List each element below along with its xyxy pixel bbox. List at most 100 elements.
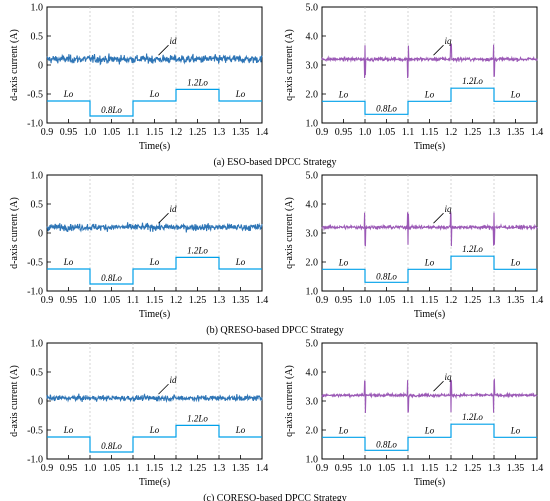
x-tick-label: 0.9: [316, 295, 329, 306]
x-tick-label: 1.05: [103, 127, 121, 138]
plot-frame: [46, 342, 263, 460]
step-label: Lo: [510, 89, 521, 99]
step-label: 0.8Lo: [101, 105, 122, 115]
y-tick-label: 3.0: [306, 397, 319, 408]
x-tick-label: 1.25: [189, 295, 207, 306]
step-label: Lo: [510, 425, 521, 435]
x-tick-label: 1.35: [232, 295, 250, 306]
step-label: Lo: [63, 89, 74, 99]
step-label: Lo: [63, 425, 74, 435]
y-tick-label: 0.5: [31, 368, 44, 379]
step-label: 1.2Lo: [187, 245, 208, 255]
y-tick-label: 5.0: [306, 3, 319, 14]
step-label: Lo: [424, 89, 435, 99]
y-tick-label: 1.0: [306, 119, 319, 130]
y-tick-label: 0: [38, 229, 43, 240]
y-tick-label: 5.0: [306, 339, 319, 350]
y-tick-label: -1.0: [27, 287, 43, 298]
x-tick-label: 1.05: [103, 463, 121, 474]
x-tick-label: 1.4: [531, 295, 544, 306]
x-tick-label: 0.95: [335, 127, 353, 138]
x-tick-label: 1.15: [146, 127, 164, 138]
caption: (a) ESO-based DPCC Strategy: [213, 157, 336, 168]
x-tick-label: 0.9: [41, 295, 54, 306]
x-axis-label: Time(s): [414, 141, 445, 152]
x-tick-label: 1.15: [421, 127, 439, 138]
x-tick-label: 1.3: [488, 127, 501, 138]
y-tick-label: 0: [38, 397, 43, 408]
x-tick-label: 1.0: [84, 295, 97, 306]
annotation-arrow: [433, 212, 444, 224]
annotation-label: iq: [445, 36, 453, 46]
x-tick-label: 1.25: [464, 463, 482, 474]
x-tick-label: 1.25: [189, 463, 207, 474]
load-step-line: [47, 424, 262, 453]
y-tick-label: 2.0: [306, 258, 319, 269]
y-tick-label: 3.0: [306, 229, 319, 240]
step-label: 1.2Lo: [462, 244, 483, 254]
step-label: 0.8Lo: [376, 103, 397, 113]
x-tick-label: 1.3: [213, 463, 226, 474]
x-tick-label: 1.15: [146, 463, 164, 474]
y-tick-label: 5.0: [306, 171, 319, 182]
plot-frame: [46, 6, 263, 124]
y-tick-label: -0.5: [27, 90, 43, 101]
x-tick-label: 1.05: [378, 463, 396, 474]
y-tick-label: 4.0: [306, 32, 319, 43]
step-label: Lo: [424, 425, 435, 435]
x-tick-label: 0.95: [60, 127, 78, 138]
caption: (c) CQRESO-based DPCC Strategy: [203, 493, 347, 501]
x-tick-label: 0.95: [335, 463, 353, 474]
annotation-label: iq: [445, 372, 453, 382]
x-tick-label: 1.2: [170, 295, 183, 306]
load-step-line: [322, 423, 537, 451]
caption: (b) QRESO-based DPCC Strategy: [206, 325, 344, 336]
y-tick-label: -0.5: [27, 258, 43, 269]
series-line-i_d: [46, 53, 263, 66]
load-step-line: [322, 255, 537, 283]
step-label: Lo: [63, 257, 74, 267]
step-label: Lo: [338, 89, 349, 99]
x-tick-label: 0.95: [60, 295, 78, 306]
x-tick-label: 1.15: [146, 295, 164, 306]
plot-frame: [321, 174, 538, 292]
x-tick-label: 1.2: [170, 463, 183, 474]
load-step-line: [322, 87, 537, 115]
x-tick-label: 1.1: [402, 463, 415, 474]
y-tick-label: 1.0: [306, 287, 319, 298]
series-line-i_q: [321, 43, 538, 79]
x-tick-label: 1.3: [488, 463, 501, 474]
step-label: 0.8Lo: [101, 441, 122, 451]
y-tick-label: 1.0: [31, 3, 44, 14]
x-tick-label: 1.1: [127, 127, 140, 138]
y-axis-label: q-axis current (A): [284, 29, 295, 101]
step-label: 0.8Lo: [101, 273, 122, 283]
x-tick-label: 1.3: [213, 295, 226, 306]
annotation-arrow: [158, 212, 169, 224]
x-tick-label: 1.15: [421, 295, 439, 306]
step-label: Lo: [235, 89, 246, 99]
y-tick-label: -1.0: [27, 455, 43, 466]
x-tick-label: 1.25: [189, 127, 207, 138]
y-tick-label: 4.0: [306, 200, 319, 211]
x-tick-label: 1.1: [402, 127, 415, 138]
x-tick-label: 1.35: [232, 463, 250, 474]
x-tick-label: 0.95: [335, 295, 353, 306]
y-axis-label: d-axis current (A): [9, 29, 20, 101]
y-axis-label: d-axis current (A): [9, 365, 20, 437]
step-label: Lo: [235, 425, 246, 435]
plot-frame: [46, 174, 263, 292]
x-tick-label: 1.05: [378, 295, 396, 306]
x-tick-label: 1.4: [531, 463, 544, 474]
x-axis-label: Time(s): [139, 477, 170, 488]
load-step-line: [47, 88, 262, 117]
x-tick-label: 1.4: [256, 127, 269, 138]
y-tick-label: 3.0: [306, 61, 319, 72]
y-axis-label: d-axis current (A): [9, 197, 20, 269]
x-tick-label: 1.1: [127, 463, 140, 474]
step-label: Lo: [149, 425, 160, 435]
step-label: Lo: [149, 89, 160, 99]
x-tick-label: 1.05: [103, 295, 121, 306]
annotation-arrow: [433, 380, 444, 392]
